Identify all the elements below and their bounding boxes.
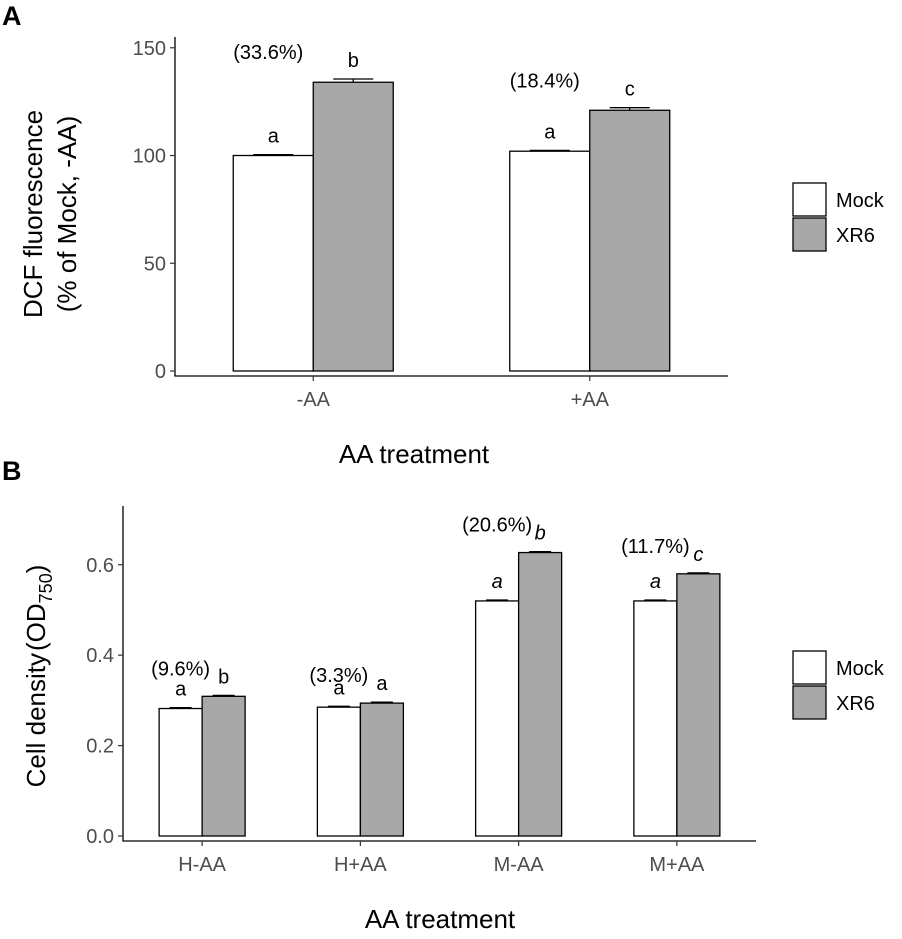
panel-a-bar-mock (509, 150, 591, 372)
panel-b-x-tick-label: H+AA (334, 854, 387, 876)
panel-b-ylabel-main: Cell density (21, 653, 51, 787)
panel-b-y-tick-label: 0.0 (86, 826, 114, 848)
panel-a-legend-key-mock (792, 182, 827, 217)
panel-a-x-tick-label: +AA (571, 389, 610, 411)
panel-b-percent-annotation: (20.6%) (462, 515, 532, 537)
panel-a-percent-annotation: (33.6%) (233, 42, 303, 64)
panel-b-percent-annotation: (11.7%) (621, 536, 690, 558)
panel-a-significance-letter: a (268, 126, 280, 148)
panel-b-legend-key-xr6 (792, 685, 827, 720)
panel-b-bar-mock (158, 707, 203, 837)
panel-b-bar-xr6 (517, 551, 563, 837)
panel-b-legend-label: XR6 (836, 693, 875, 715)
panel-b-significance-letter: a (492, 571, 503, 593)
panel-b-percent-annotation: (9.6%) (151, 658, 210, 680)
panel-b-significance-letter: a (175, 679, 187, 701)
panel-a-y-tick-label: 50 (144, 253, 166, 275)
panel-a-significance-letter: b (348, 50, 359, 72)
panel-b-bar-xr6 (676, 573, 721, 837)
panel-b-significance-letter: a (333, 677, 345, 699)
panel-a-letter: A (2, 1, 22, 31)
panel-b-y-tick-label: 0.2 (86, 736, 114, 758)
panel-b-legend-label: Mock (836, 658, 885, 680)
panel-b-ylabel-sub: 750 (36, 573, 56, 603)
panel-b-y-tick-label: 0.4 (86, 645, 114, 667)
panel-a-percent-annotation: (18.4%) (510, 71, 580, 93)
panel-b-bar-xr6 (201, 695, 246, 837)
panel-b-bar-mock (474, 600, 520, 837)
panel-a-y-tick-label: 150 (133, 38, 166, 60)
panel-b-legend-key-mock (792, 650, 827, 685)
panel-b-significance-letter: c (693, 544, 703, 566)
panel-b-significance-letter: a (650, 571, 661, 593)
panel-a-significance-letter: a (544, 121, 556, 143)
panel-a-bar-xr6 (312, 81, 394, 372)
panel-a-ylabel-line1: DCF fluorescence (18, 110, 48, 318)
panel-b-percent-annotation: (3.3%) (309, 665, 368, 687)
panel-b-bar-mock (316, 706, 362, 837)
panel-b-x-tick-label: M+AA (649, 854, 705, 876)
panel-a-x-tick-label: -AA (297, 389, 331, 411)
panel-b-significance-letter: b (535, 523, 546, 545)
panel-b-letter: B (2, 456, 22, 486)
panel-a-legend-label: XR6 (836, 225, 875, 247)
panel-b-ylabel: Cell density(OD750) (21, 565, 56, 788)
panel-b-significance-letter: b (218, 666, 229, 688)
panel-b-bar-mock (633, 600, 678, 837)
panel-b-bar-xr6 (359, 702, 405, 837)
panel-a-xlabel: AA treatment (339, 439, 490, 469)
panel-b-x-tick-label: M-AA (494, 854, 545, 876)
panel-a-y-tick-label: 0 (155, 361, 166, 383)
panel-b-y-tick-label: 0.6 (86, 555, 114, 577)
panel-a-chart: 0 50 100 150 -AA a b (33.6%) +AA a c (18.4%) Mock XR6 (133, 37, 885, 411)
panel-a-legend-label: Mock (836, 190, 885, 212)
panel-b-ylabel-od: OD (21, 603, 51, 642)
panel-a-bar-xr6 (589, 109, 671, 372)
panel-a-ylabel-line2: (% of Mock, -AA) (52, 116, 82, 312)
panel-a-bar-mock (232, 154, 314, 372)
panel-a-y-tick-label: 100 (133, 146, 166, 168)
panel-a-legend-key-xr6 (792, 217, 827, 252)
panel-b-x-tick-label: H-AA (178, 854, 226, 876)
panel-b-xlabel: AA treatment (365, 904, 516, 934)
panel-a-significance-letter: c (625, 79, 635, 101)
panel-b-significance-letter: a (376, 673, 388, 695)
panel-a-ylabel: DCF fluorescence (% of Mock, -AA) (18, 110, 82, 318)
